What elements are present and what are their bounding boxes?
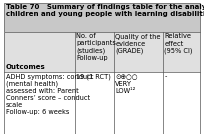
Text: Quality of the
evidence
(GRADE): Quality of the evidence (GRADE) bbox=[115, 34, 161, 54]
Text: ⊙⊕○○
VERY
LOW¹²: ⊙⊕○○ VERY LOW¹² bbox=[115, 74, 138, 94]
Text: Outcomes: Outcomes bbox=[6, 64, 45, 70]
Text: Table 70   Summary of findings table for the analysis of clor
children and young: Table 70 Summary of findings table for t… bbox=[6, 4, 204, 17]
Bar bbox=[4, 32, 200, 134]
Text: ADHD symptoms: conduct
(mental health)
assessed with: Parent
Conners’ score – co: ADHD symptoms: conduct (mental health) a… bbox=[6, 74, 93, 115]
Bar bbox=[4, 32, 200, 72]
Bar bbox=[4, 72, 200, 134]
Text: 19 (1 RCT): 19 (1 RCT) bbox=[76, 74, 111, 80]
Text: No. of
participants
(studies)
Follow-up: No. of participants (studies) Follow-up bbox=[76, 34, 116, 61]
Text: -: - bbox=[164, 74, 167, 80]
Bar bbox=[4, 3, 200, 32]
Text: Relative
effect
(95% CI): Relative effect (95% CI) bbox=[164, 34, 193, 54]
